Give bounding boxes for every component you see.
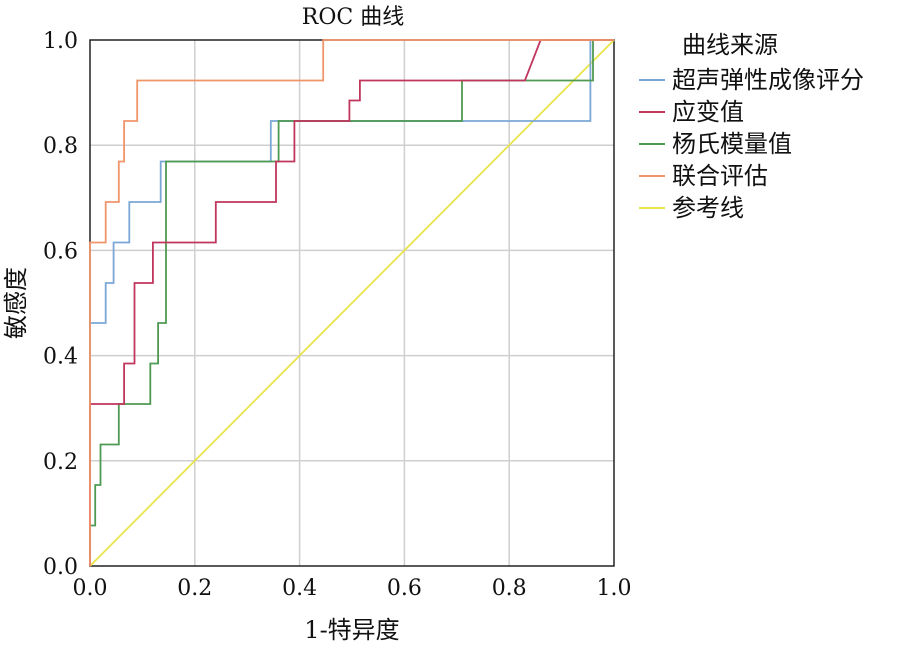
legend-label-3: 联合评估 — [672, 162, 768, 190]
series-line-0 — [89, 39, 614, 566]
y-axis-title: 敏感度 — [2, 267, 30, 339]
x-tick-label: 0.6 — [387, 576, 422, 601]
x-tick-label: 0.4 — [282, 576, 317, 601]
legend-label-2: 杨氏模量值 — [672, 130, 792, 158]
y-tick-label: 0.0 — [43, 555, 78, 580]
series-line-4 — [89, 39, 615, 567]
series-line-1 — [89, 39, 614, 566]
chart-title: ROC 曲线 — [302, 5, 404, 30]
legend-title: 曲线来源 — [682, 31, 778, 59]
y-tick-label: 1.0 — [43, 29, 78, 54]
y-tick-label: 0.4 — [43, 345, 78, 370]
series-lines — [89, 39, 615, 567]
legend-label-0: 超声弹性成像评分 — [672, 66, 864, 94]
series-line-3 — [89, 39, 614, 566]
x-tick-label: 1.0 — [597, 576, 632, 601]
x-axis-title: 1-特异度 — [304, 616, 399, 644]
series-line-2 — [89, 39, 614, 566]
legend-label-1: 应变值 — [672, 98, 744, 126]
legend-label-4: 参考线 — [672, 194, 744, 222]
tick-labels: 0.0 0.2 0.4 0.6 0.8 1.0 0.0 0.2 0.4 0.6 0.8 1.0 — [43, 29, 632, 601]
y-tick-label: 0.6 — [43, 239, 78, 264]
y-tick-label: 0.2 — [43, 450, 78, 475]
y-tick-label: 0.8 — [43, 134, 78, 159]
x-tick-label: 0.2 — [177, 576, 212, 601]
x-tick-label: 0.0 — [73, 576, 108, 601]
x-tick-label: 0.8 — [492, 576, 527, 601]
grid — [90, 40, 614, 566]
